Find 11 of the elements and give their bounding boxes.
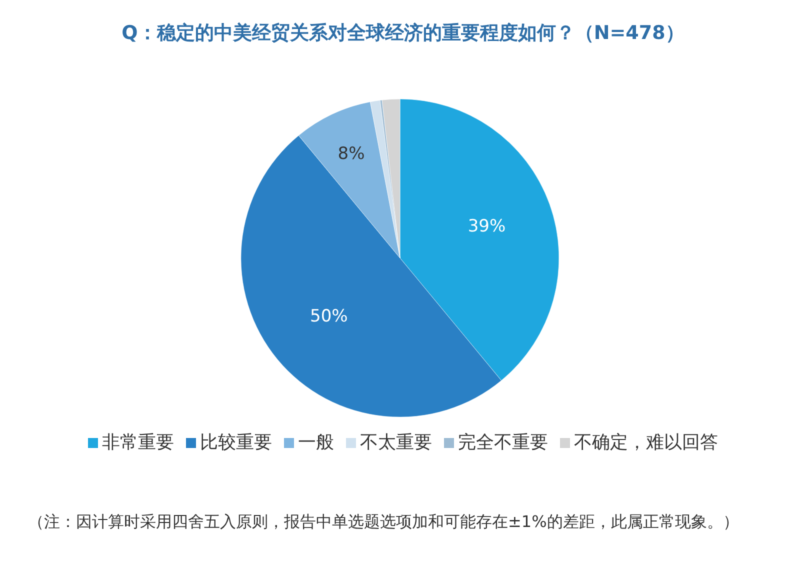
legend-label: 一般 <box>297 432 334 453</box>
legend-label: 非常重要 <box>101 432 174 453</box>
legend-label: 不太重要 <box>359 432 432 453</box>
chart-title: Q：稳定的中美经贸关系对全球经济的重要程度如何？（N=478） <box>120 21 686 46</box>
data-label: 50% <box>310 306 348 326</box>
text: （注：因计算时采用四舍五入原则，报告中单选题选项加和可能存在±1%的差距，此属正常现象。） <box>28 511 740 533</box>
data-label: 8% <box>338 144 365 164</box>
legend-label: 不确定，难以回答 <box>573 432 718 453</box>
legend-label: 比较重要 <box>199 432 272 453</box>
legend-label: 完全不重要 <box>457 432 548 453</box>
data-label: 39% <box>468 216 506 236</box>
